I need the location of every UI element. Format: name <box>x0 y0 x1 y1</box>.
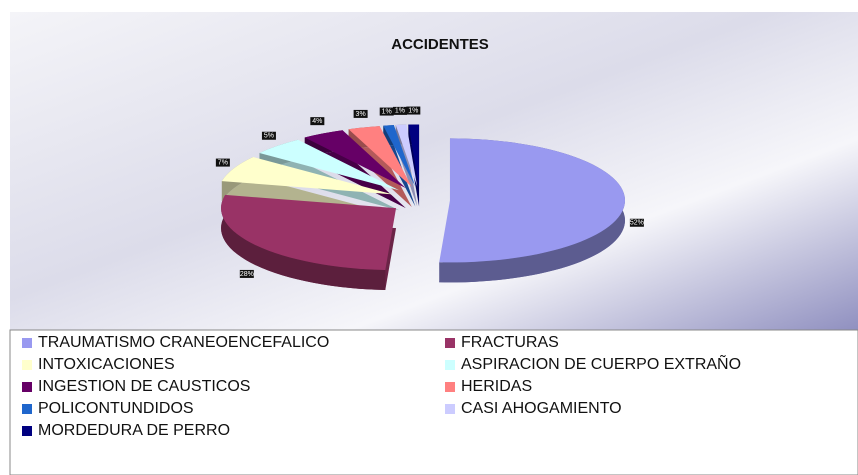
legend-label: INTOXICACIONES <box>38 356 175 373</box>
slice <box>383 125 416 187</box>
slice-side <box>395 144 418 207</box>
legend-swatch <box>445 360 455 370</box>
slice <box>221 194 397 271</box>
data-label-box <box>215 158 230 167</box>
legend-label: CASI AHOGAMIENTO <box>461 400 622 417</box>
data-label-box <box>379 107 394 116</box>
data-label: 1% <box>408 107 418 114</box>
plot-background <box>10 12 858 330</box>
slice <box>408 124 420 187</box>
data-label-box <box>310 117 325 126</box>
legend-label: ASPIRACION DE CUERPO EXTRAÑO <box>461 353 741 373</box>
slice <box>439 138 625 263</box>
data-label-box <box>406 106 421 115</box>
slice <box>259 139 400 191</box>
legend-label: TRAUMATISMO CRANEOENCEFALICO <box>38 334 329 351</box>
data-label: 1% <box>382 108 392 115</box>
data-label-box <box>261 131 276 140</box>
legend-label: HERIDAS <box>461 378 532 395</box>
slice <box>221 156 393 195</box>
data-label-box <box>239 269 254 278</box>
legend-swatch <box>445 404 455 414</box>
legend-swatch <box>22 382 32 392</box>
data-label: 4% <box>312 118 322 125</box>
slice <box>304 130 406 189</box>
slice <box>348 126 412 188</box>
legend-label: FRACTURAS <box>461 334 559 351</box>
data-label: 3% <box>356 111 366 118</box>
legend-box <box>9 329 858 475</box>
legend-swatch <box>22 338 32 348</box>
legend-swatch <box>22 360 32 370</box>
slice-side <box>221 194 386 291</box>
legend-swatch <box>22 404 32 414</box>
chart-title: ACCIDENTES <box>391 36 489 53</box>
data-label-box <box>353 109 368 118</box>
data-label-box <box>392 106 407 115</box>
data-label: 5% <box>264 133 274 140</box>
legend-label: POLICONTUNDIDOS <box>38 400 194 417</box>
legend-swatch <box>445 382 455 392</box>
legend-swatch <box>22 426 32 436</box>
legend-label: INGESTION DE CAUSTICOS <box>38 378 250 395</box>
slice <box>395 124 418 187</box>
legend-label: MORDEDURA DE PERRO <box>38 422 230 439</box>
data-label-box <box>629 218 644 227</box>
legend-swatch <box>445 338 455 348</box>
data-label: 52% <box>630 220 644 227</box>
data-label: 28% <box>240 271 254 278</box>
data-label: 1% <box>395 108 405 115</box>
data-label: 7% <box>218 159 228 166</box>
